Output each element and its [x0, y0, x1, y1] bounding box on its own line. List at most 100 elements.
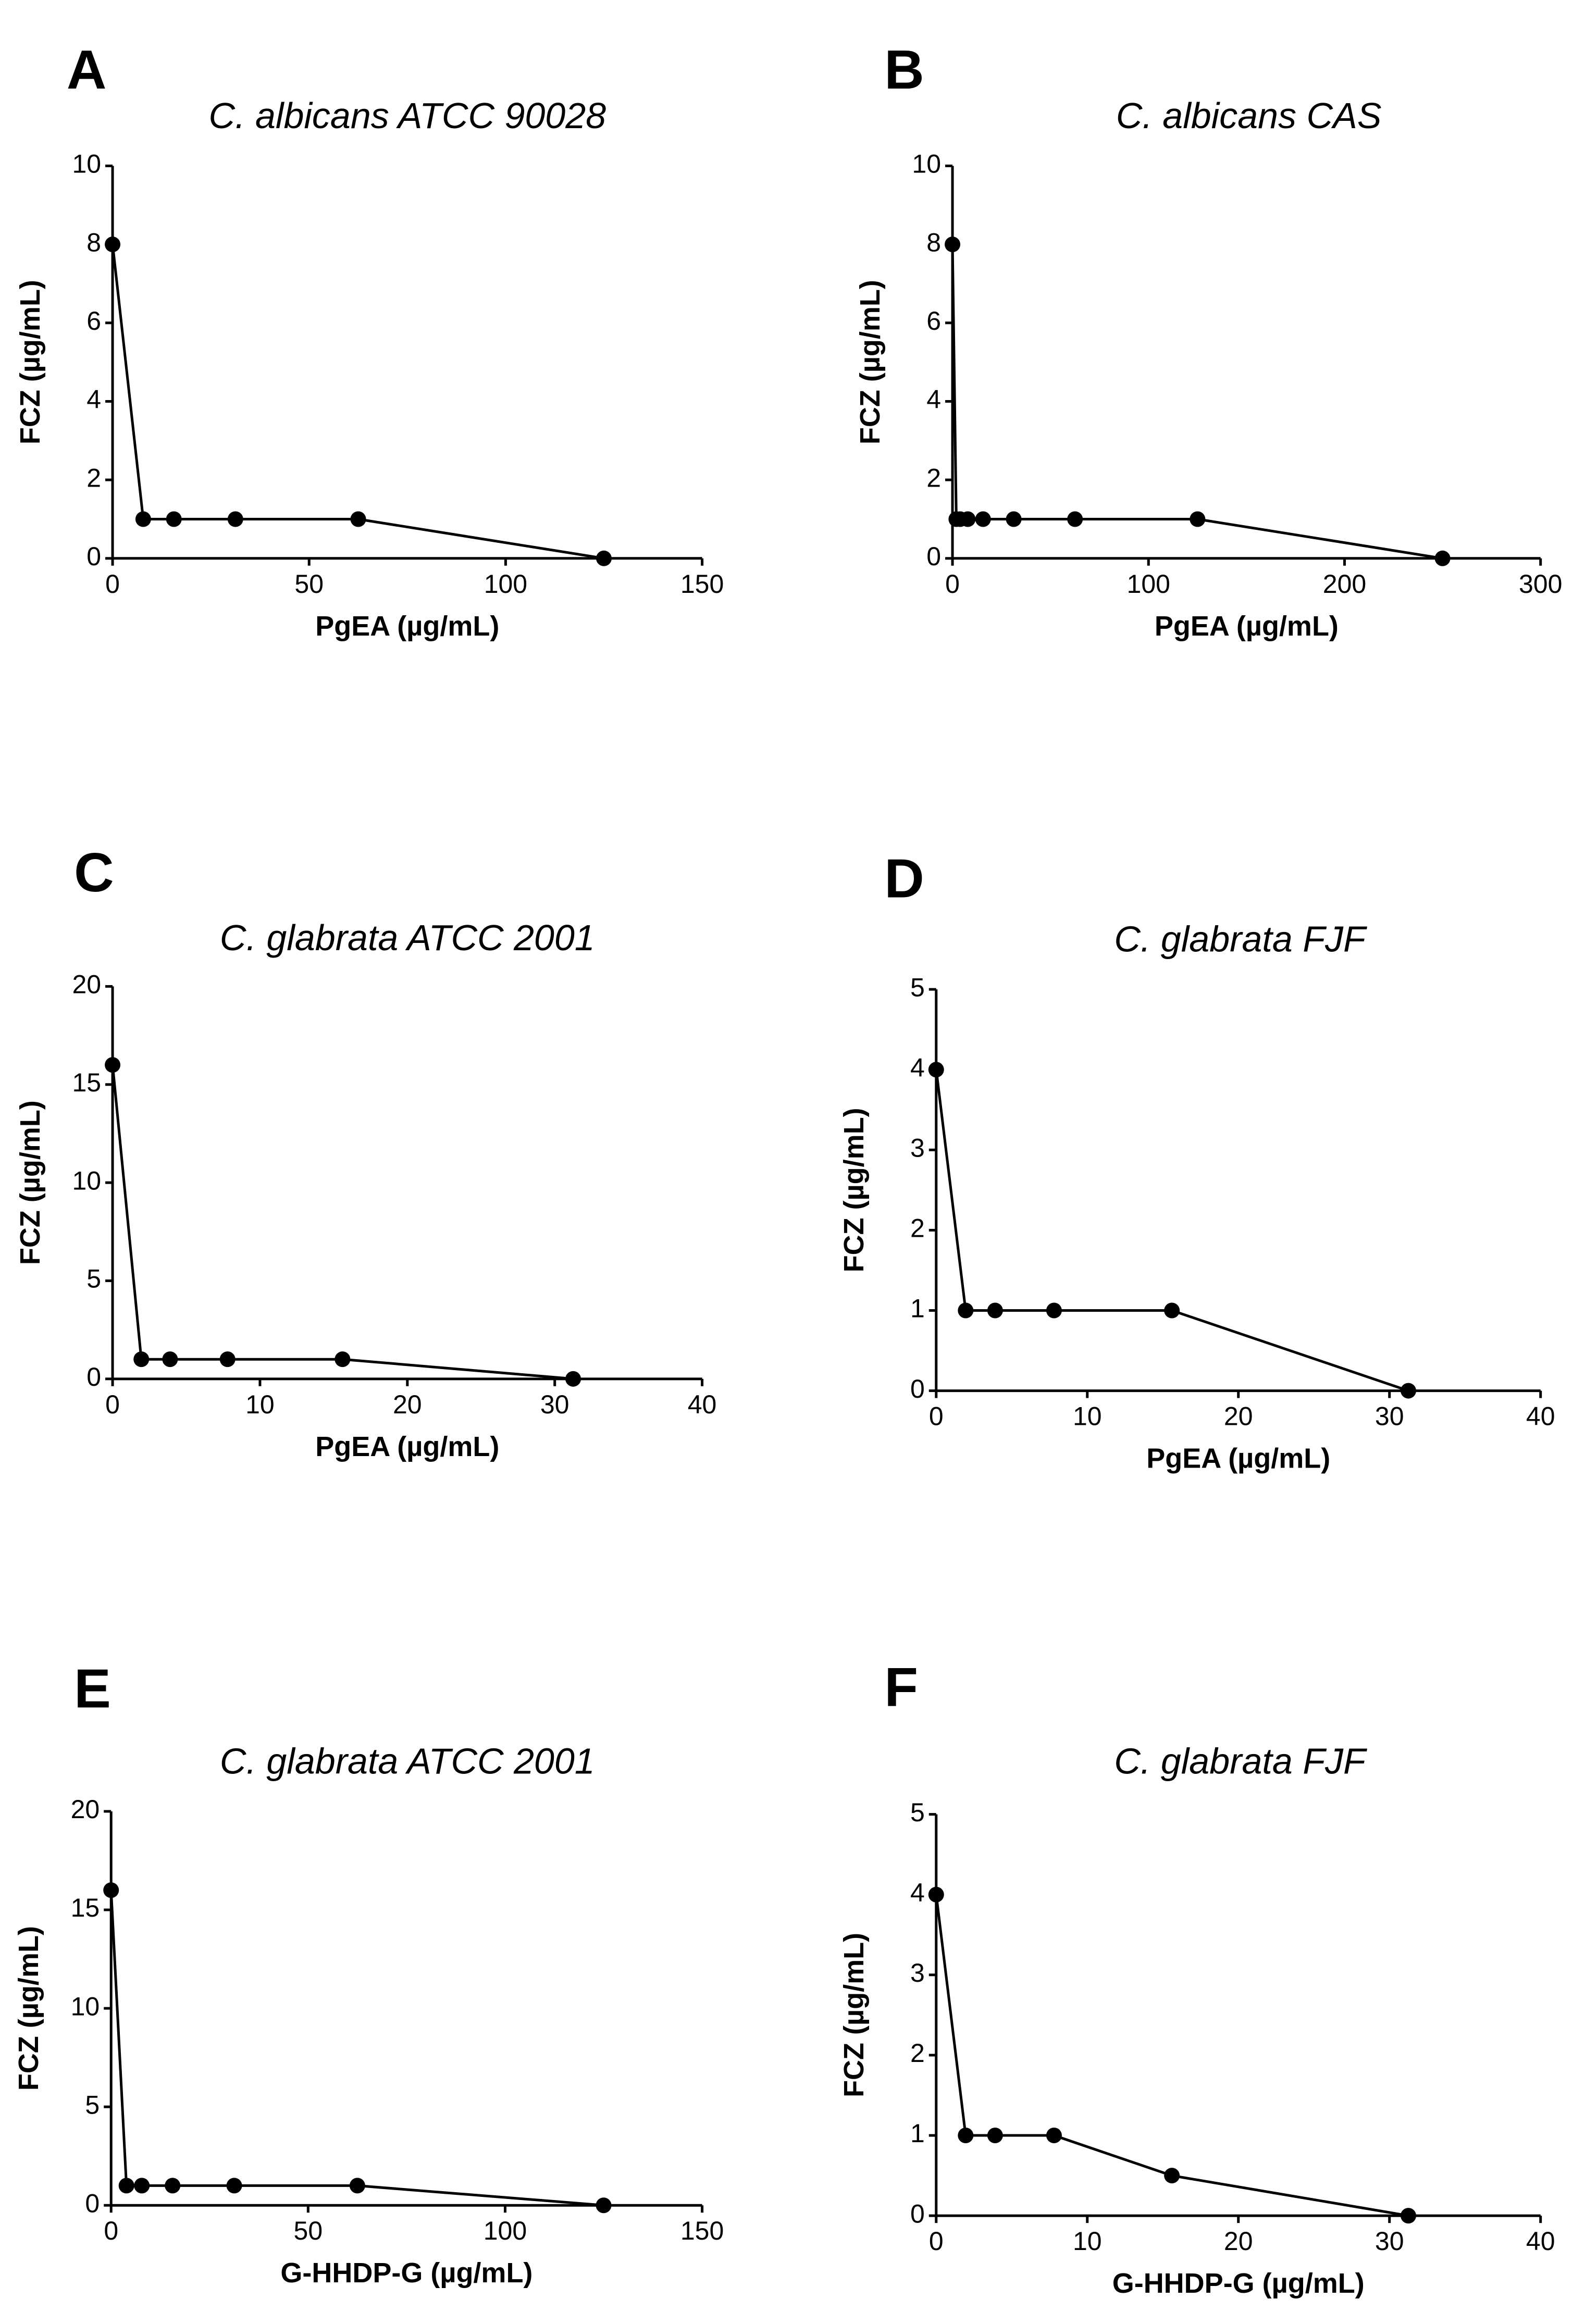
x-axis-label-c: PgEA (µg/mL) — [315, 1431, 499, 1462]
y-tick-label-f: 4 — [910, 1878, 925, 1907]
x-tick-label-c: 10 — [245, 1390, 275, 1419]
data-point-a — [105, 237, 120, 252]
data-point-d — [1401, 1383, 1416, 1399]
y-tick-label-d: 4 — [910, 1053, 925, 1082]
y-tick-label-f: 2 — [910, 2039, 925, 2068]
panel-c: C C. glabrata ATCC 2001 0 5 10 15 20 0 10 20 30 40 P… — [15, 842, 716, 1462]
x-tick-label-f: 40 — [1526, 2227, 1555, 2256]
y-axis-label-a: FCZ (µg/mL) — [15, 280, 46, 444]
chart-title-b: C. albicans CAS — [1116, 95, 1382, 136]
data-point-a — [135, 511, 151, 527]
data-point-c — [133, 1351, 149, 1367]
y-tick-label-f: 5 — [910, 1798, 925, 1827]
x-axis-label-e: G-HHDP-G (µg/mL) — [280, 2257, 533, 2289]
data-point-d — [1164, 1302, 1180, 1318]
panel-letter-a: A — [67, 39, 107, 101]
x-tick-label-b: 100 — [1127, 569, 1170, 599]
x-tick-label-d: 30 — [1375, 1402, 1404, 1431]
y-tick-label-e: 20 — [71, 1795, 100, 1824]
data-point-d — [1046, 1302, 1062, 1318]
x-tick-label-d: 40 — [1526, 1402, 1555, 1431]
x-tick-label-c: 0 — [105, 1390, 120, 1419]
x-tick-label-d: 10 — [1073, 1402, 1102, 1431]
y-axis-label-e: FCZ (µg/mL) — [13, 1926, 44, 2091]
y-tick-label-c: 10 — [72, 1166, 101, 1195]
y-axis-label-b: FCZ (µg/mL) — [855, 280, 886, 444]
x-tick-label-a: 0 — [105, 569, 120, 599]
y-tick-label-a: 4 — [86, 385, 101, 414]
y-tick-label-e: 15 — [71, 1893, 100, 1922]
panel-letter-f: F — [884, 1657, 918, 1718]
data-point-f — [987, 2128, 1003, 2143]
data-point-b — [945, 237, 960, 252]
x-axis-label-d: PgEA (µg/mL) — [1146, 1443, 1330, 1474]
series-line-f — [936, 1895, 1408, 2216]
y-tick-label-f: 1 — [910, 2119, 925, 2148]
data-point-f — [1164, 2168, 1180, 2183]
data-point-d — [958, 1302, 973, 1318]
data-point-b — [975, 511, 991, 527]
x-tick-label-e: 100 — [484, 2216, 527, 2245]
data-point-e — [596, 2197, 612, 2213]
y-tick-label-c: 15 — [72, 1068, 101, 1097]
data-point-f — [928, 1887, 944, 1903]
data-point-e — [134, 2178, 150, 2193]
data-point-c — [162, 1351, 178, 1367]
y-tick-label-b: 8 — [926, 228, 941, 257]
series-line-a — [113, 244, 604, 558]
y-tick-label-e: 5 — [85, 2090, 100, 2119]
figure-canvas: AC. albicans ATCC 9002802468100 50 100 150P… — [0, 0, 1585, 2324]
data-point-f — [958, 2128, 973, 2143]
x-tick-label-a: 50 — [294, 569, 324, 599]
y-tick-label-b: 10 — [912, 150, 941, 179]
x-tick-label-e: 0 — [104, 2216, 118, 2245]
x-tick-label-d: 20 — [1224, 1402, 1253, 1431]
y-tick-label-d: 2 — [910, 1214, 925, 1243]
series-line-c — [113, 1065, 573, 1379]
y-axis-label-f: FCZ (µg/mL) — [838, 1933, 870, 2097]
data-point-e — [103, 1882, 119, 1898]
y-tick-label-a: 0 — [86, 542, 101, 571]
x-tick-label-d: 0 — [929, 1402, 944, 1431]
x-tick-label-b: 200 — [1323, 569, 1366, 599]
data-point-a — [228, 511, 243, 527]
data-point-b — [1006, 511, 1022, 527]
data-point-e — [227, 2178, 242, 2193]
x-tick-label-a: 150 — [680, 569, 724, 599]
x-tick-label-c: 40 — [688, 1390, 717, 1419]
panel-e: E C. glabrata ATCC 2001 0 5 10 15 20 0 50 100 150 G… — [13, 1658, 724, 2289]
x-tick-label-c: 30 — [540, 1390, 569, 1419]
data-point-b — [960, 511, 975, 527]
x-tick-label-e: 50 — [294, 2216, 323, 2245]
panel-letter-e: E — [74, 1658, 111, 1720]
data-point-a — [596, 551, 612, 566]
x-tick-label-e: 150 — [680, 2216, 724, 2245]
y-tick-label-a: 10 — [72, 150, 101, 179]
series-line-d — [936, 1070, 1408, 1390]
data-point-d — [987, 1302, 1003, 1318]
data-point-b — [1067, 511, 1083, 527]
y-tick-label-e: 0 — [85, 2189, 100, 2218]
panel-letter-b: B — [884, 39, 924, 101]
y-tick-label-b: 6 — [926, 306, 941, 335]
chart-title-c: C. glabrata ATCC 2001 — [220, 917, 595, 958]
data-point-f — [1046, 2128, 1062, 2143]
data-point-c — [105, 1057, 120, 1073]
x-axis-label-f: G-HHDP-G (µg/mL) — [1112, 2268, 1365, 2299]
x-tick-label-f: 30 — [1375, 2227, 1404, 2256]
y-tick-label-c: 5 — [86, 1264, 101, 1294]
series-line-b — [952, 244, 1443, 558]
x-tick-label-f: 0 — [929, 2227, 944, 2256]
panel-letter-c: C — [74, 842, 114, 903]
chart-title-d: C. glabrata FJF — [1114, 919, 1368, 960]
y-tick-label-d: 0 — [910, 1374, 925, 1403]
data-point-d — [928, 1062, 944, 1077]
y-tick-label-a: 6 — [86, 306, 101, 335]
y-tick-label-a: 2 — [86, 463, 101, 492]
series-line-e — [111, 1890, 603, 2205]
x-tick-label-b: 300 — [1519, 569, 1562, 599]
data-point-e — [165, 2178, 180, 2193]
y-axis-label-c: FCZ (µg/mL) — [15, 1100, 46, 1265]
data-point-a — [166, 511, 182, 527]
